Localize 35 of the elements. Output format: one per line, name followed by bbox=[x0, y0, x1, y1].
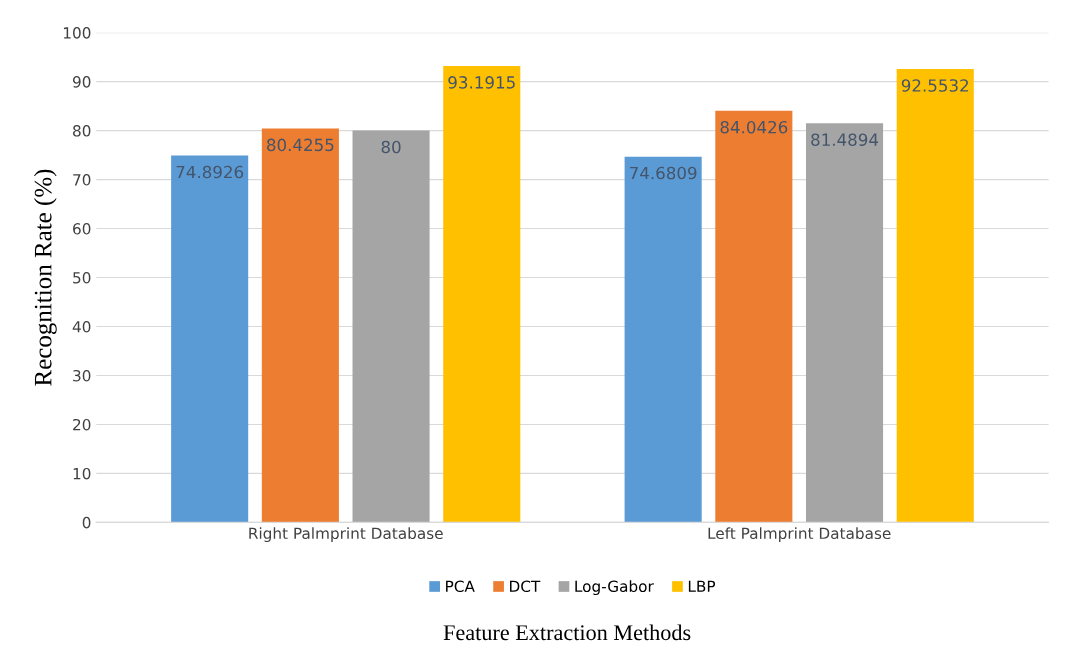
y-tick-label: 100 bbox=[63, 27, 91, 39]
legend-label: PCA bbox=[446, 580, 475, 593]
legend-label: Log-Gabor bbox=[575, 580, 654, 596]
data-label: 84.0426 bbox=[720, 120, 788, 134]
data-label: 80.4255 bbox=[267, 138, 334, 152]
y-tick-label: 40 bbox=[72, 320, 91, 333]
y-tick-label: 80 bbox=[73, 125, 91, 137]
data-label: 92.5532 bbox=[901, 79, 969, 92]
bar bbox=[805, 123, 884, 523]
x-tick-label: Right Palmprint Database bbox=[249, 527, 443, 543]
data-label: 80 bbox=[381, 140, 401, 154]
bar bbox=[624, 156, 702, 523]
y-tick-label: 30 bbox=[73, 369, 91, 382]
y-tick-label: 10 bbox=[73, 467, 91, 480]
bar bbox=[896, 69, 974, 523]
bar bbox=[261, 128, 339, 523]
data-label: 93.1915 bbox=[448, 76, 515, 89]
bar bbox=[715, 110, 793, 523]
bar bbox=[171, 155, 249, 523]
y-tick-label: 20 bbox=[73, 418, 91, 431]
x-axis-title: Feature Extraction Methods bbox=[443, 624, 691, 641]
bar bbox=[443, 65, 521, 523]
y-axis-title: Recognition Rate (%) bbox=[33, 169, 57, 386]
x-tick-label: Left Palmprint Database bbox=[708, 527, 891, 543]
legend-label: LBP bbox=[688, 580, 716, 592]
y-tick-label: 90 bbox=[72, 76, 91, 88]
legend-label: DCT bbox=[510, 580, 541, 593]
y-tick-label: 0 bbox=[82, 516, 91, 529]
bar bbox=[352, 130, 430, 523]
data-label: 74.8926 bbox=[176, 165, 244, 179]
data-label: 74.6809 bbox=[630, 166, 697, 180]
data-label: 81.4894 bbox=[811, 133, 879, 146]
y-tick-label: 60 bbox=[73, 223, 91, 235]
y-tick-label: 50 bbox=[73, 271, 91, 284]
y-tick-label: 70 bbox=[73, 174, 91, 186]
